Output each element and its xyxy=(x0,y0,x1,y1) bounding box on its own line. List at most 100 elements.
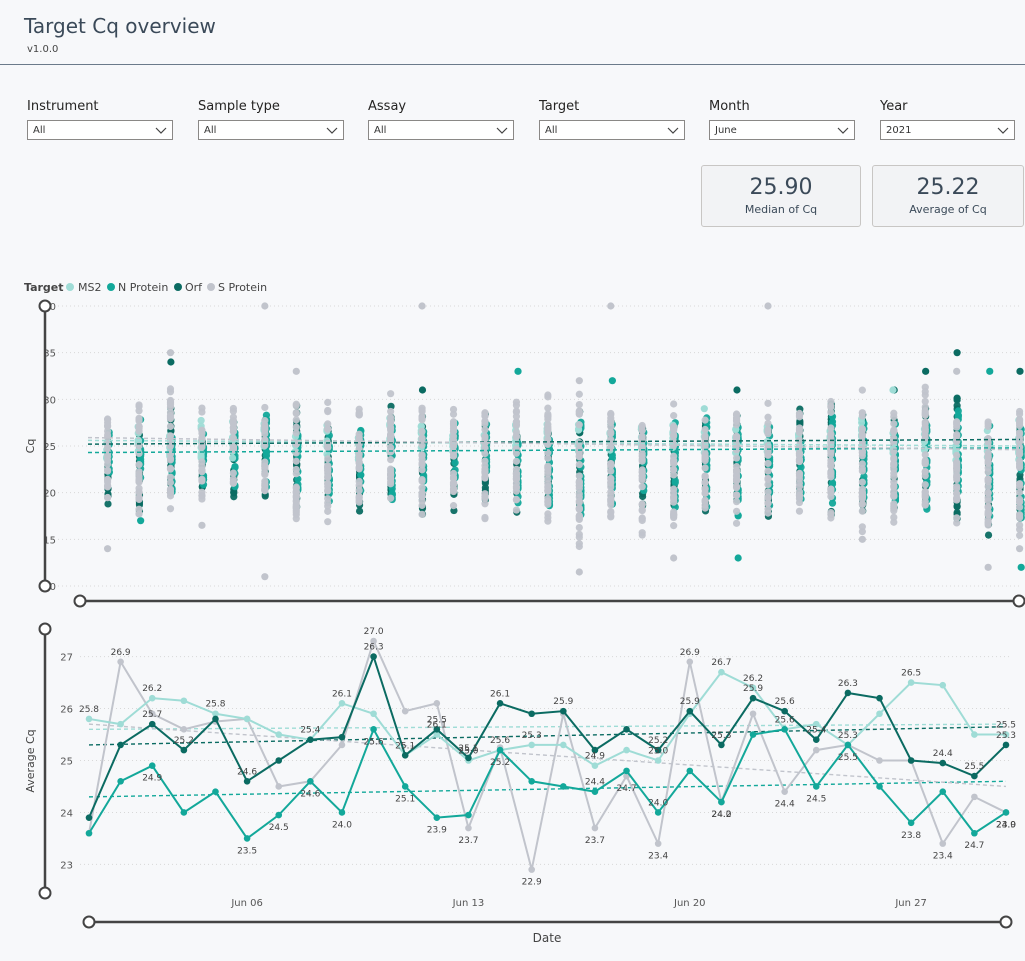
scatter-x-zoom-handle-right[interactable] xyxy=(1012,594,1025,608)
line-point xyxy=(370,726,377,733)
scatter-point xyxy=(1016,450,1024,458)
scatter-point xyxy=(387,478,395,486)
line-point xyxy=(907,757,915,764)
scatter-point xyxy=(890,461,898,469)
scatter-point xyxy=(575,390,583,398)
scatter-point xyxy=(984,435,992,443)
scatter-point xyxy=(638,452,646,460)
scatter-point xyxy=(921,468,929,476)
scatter-point xyxy=(261,403,269,412)
scatter-point xyxy=(670,522,678,530)
line-point xyxy=(180,809,188,816)
scatter-point xyxy=(1016,367,1024,375)
line-path-ms2 xyxy=(88,670,1006,767)
scatter-point xyxy=(197,416,205,425)
scatter-point xyxy=(1016,503,1024,511)
instrument-dropdown[interactable]: All xyxy=(27,120,173,140)
line-data-label: 25.1 xyxy=(395,741,415,751)
line-x-zoom-handle-right[interactable] xyxy=(999,915,1013,929)
scatter-point xyxy=(1016,416,1024,424)
scatter-point xyxy=(1016,545,1024,553)
line-point xyxy=(812,746,820,754)
line-y-tick-label: 24 xyxy=(60,808,73,819)
scatter-point xyxy=(1016,430,1024,438)
scatter-y-tick-label: 25 xyxy=(43,442,56,453)
scatter-point xyxy=(953,471,961,479)
line-x-zoom-handle-left[interactable] xyxy=(82,915,96,929)
scatter-point xyxy=(953,495,961,503)
scatter-point xyxy=(418,452,426,460)
scatter-point xyxy=(544,513,552,522)
line-data-label: 24.0 xyxy=(996,820,1016,830)
legend-item-ms2[interactable]: MS2 xyxy=(78,281,101,294)
scatter-point xyxy=(1016,514,1024,522)
chevron-down-icon xyxy=(155,127,167,134)
scatter-y-zoom-handle-bottom[interactable] xyxy=(38,579,52,593)
scatter-point xyxy=(387,455,395,464)
chevron-down-icon xyxy=(667,127,679,134)
legend-item-n-protein[interactable]: N Protein xyxy=(118,281,168,294)
scatter-point xyxy=(135,470,143,478)
assay-dropdown[interactable]: All xyxy=(368,120,514,140)
scatter-point xyxy=(953,514,961,522)
line-point xyxy=(749,684,757,692)
line-point xyxy=(85,829,93,837)
scatter-point xyxy=(1016,410,1024,418)
scatter-point xyxy=(231,463,239,471)
sample-type-dropdown[interactable]: All xyxy=(198,120,344,140)
line-data-label: 25.3 xyxy=(996,731,1016,741)
line-data-label: 25.6 xyxy=(364,737,384,747)
line-point xyxy=(654,757,662,764)
scatter-point xyxy=(890,504,898,512)
scatter-point xyxy=(198,429,206,438)
scatter-point xyxy=(734,554,742,562)
scatter-point xyxy=(324,420,332,428)
line-point xyxy=(117,658,124,666)
line-trendline-s-protein xyxy=(88,723,1007,788)
scatter-point xyxy=(198,495,206,503)
line-point xyxy=(275,757,283,764)
line-data-label: 26.1 xyxy=(490,689,510,699)
scatter-point xyxy=(890,482,898,490)
line-point xyxy=(180,697,188,705)
scatter-point xyxy=(481,461,489,470)
scatter-point xyxy=(921,457,929,465)
scatter-point xyxy=(292,457,300,465)
line-y-zoom-handle-bottom[interactable] xyxy=(38,886,52,900)
scatter-point xyxy=(135,494,143,502)
scatter-point xyxy=(638,516,646,525)
scatter-y-zoom-handle-top[interactable] xyxy=(38,299,52,313)
target-dropdown[interactable]: All xyxy=(539,120,685,140)
scatter-point xyxy=(292,494,300,502)
scatter-point xyxy=(135,407,143,415)
line-y-tick-label: 25 xyxy=(60,757,73,768)
line-point xyxy=(812,720,820,728)
scatter-point xyxy=(700,405,708,413)
legend-item-s-protein[interactable]: S Protein xyxy=(218,281,267,294)
line-y-zoom-handle-top[interactable] xyxy=(38,622,52,636)
scatter-trendline-s-protein xyxy=(87,436,1021,451)
scatter-point xyxy=(764,505,772,513)
scatter-point xyxy=(795,469,804,477)
scatter-point xyxy=(670,554,678,562)
scatter-point xyxy=(638,421,646,430)
scatter-point xyxy=(858,478,866,486)
scatter-point xyxy=(261,477,269,485)
scatter-point xyxy=(1017,563,1025,571)
scatter-point xyxy=(701,432,709,440)
scatter-point xyxy=(732,519,741,527)
scatter-point xyxy=(858,535,866,543)
scatter-point xyxy=(512,420,521,428)
month-dropdown[interactable]: June xyxy=(709,120,855,140)
line-point xyxy=(117,777,124,785)
scatter-point xyxy=(292,515,300,523)
scatter-point xyxy=(357,471,365,479)
scatter-point xyxy=(670,426,678,434)
line-point xyxy=(971,829,978,837)
line-data-label: 26.2 xyxy=(743,674,763,684)
line-data-label: 23.4 xyxy=(933,852,953,862)
year-dropdown[interactable]: 2021 xyxy=(880,120,1015,140)
scatter-point xyxy=(638,432,646,440)
legend-item-orf[interactable]: Orf xyxy=(185,281,203,294)
scatter-x-zoom-handle-left[interactable] xyxy=(73,594,87,608)
